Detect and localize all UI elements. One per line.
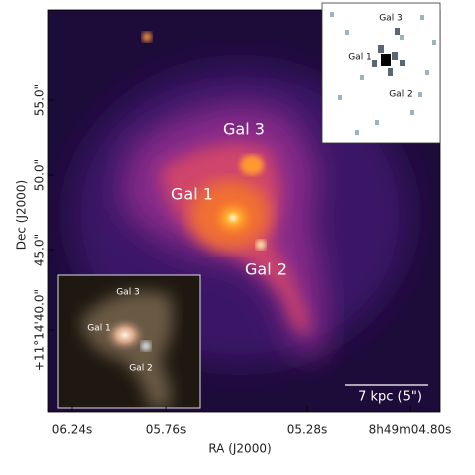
x-axis-label: RA (J2000) xyxy=(208,442,271,456)
inset-label: Gal 1 xyxy=(348,53,372,63)
inset-label: Gal 2 xyxy=(129,364,153,374)
inset-top-right: Gal 3 Gal 1 Gal 2 xyxy=(321,2,441,144)
inset-label: Gal 2 xyxy=(389,90,413,100)
y-tick-label: 50.0" xyxy=(33,159,47,191)
x-tick-label: 8h49m04.80s xyxy=(369,423,452,437)
tick-marks xyxy=(48,99,411,412)
inset-bottom-left: Gal 3 Gal 1 Gal 2 xyxy=(57,274,201,409)
annotation: Gal 1 xyxy=(171,185,213,204)
inset-label: Gal 3 xyxy=(116,288,140,298)
inset-label: Gal 1 xyxy=(87,324,111,334)
inset-label: Gal 3 xyxy=(379,14,403,24)
x-tick-label: 05.28s xyxy=(287,423,328,437)
frame xyxy=(47,9,441,413)
annotation: Gal 2 xyxy=(245,260,287,279)
y-tick-label: 45.0" xyxy=(33,234,47,266)
y-axis-label: Dec (J2000) xyxy=(15,180,29,250)
y-tick-label: +11°14'40.0" xyxy=(33,289,47,371)
x-tick-label: 06.24s xyxy=(52,423,93,437)
x-tick-label: 05.76s xyxy=(146,423,187,437)
scale-label: 7 kpc (5") xyxy=(358,390,422,405)
y-tick-label: 55.0" xyxy=(33,84,47,116)
annotation: Gal 3 xyxy=(223,120,265,139)
